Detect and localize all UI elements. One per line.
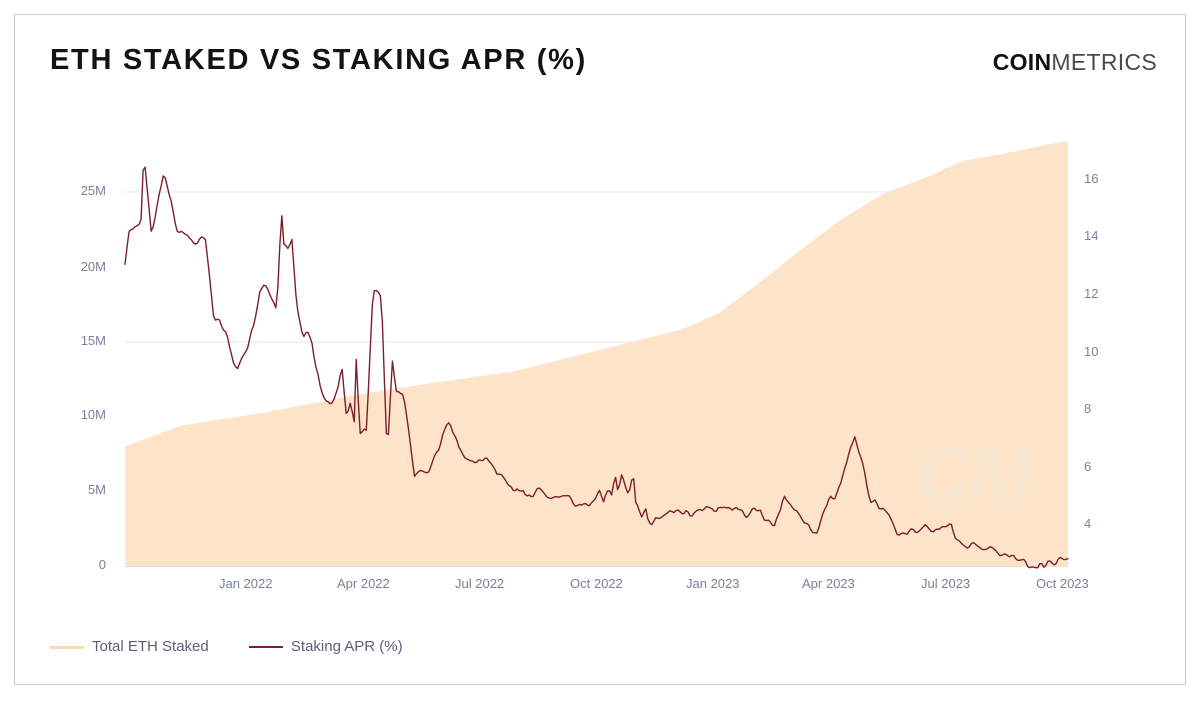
svg-text:CM: CM — [916, 432, 1034, 517]
